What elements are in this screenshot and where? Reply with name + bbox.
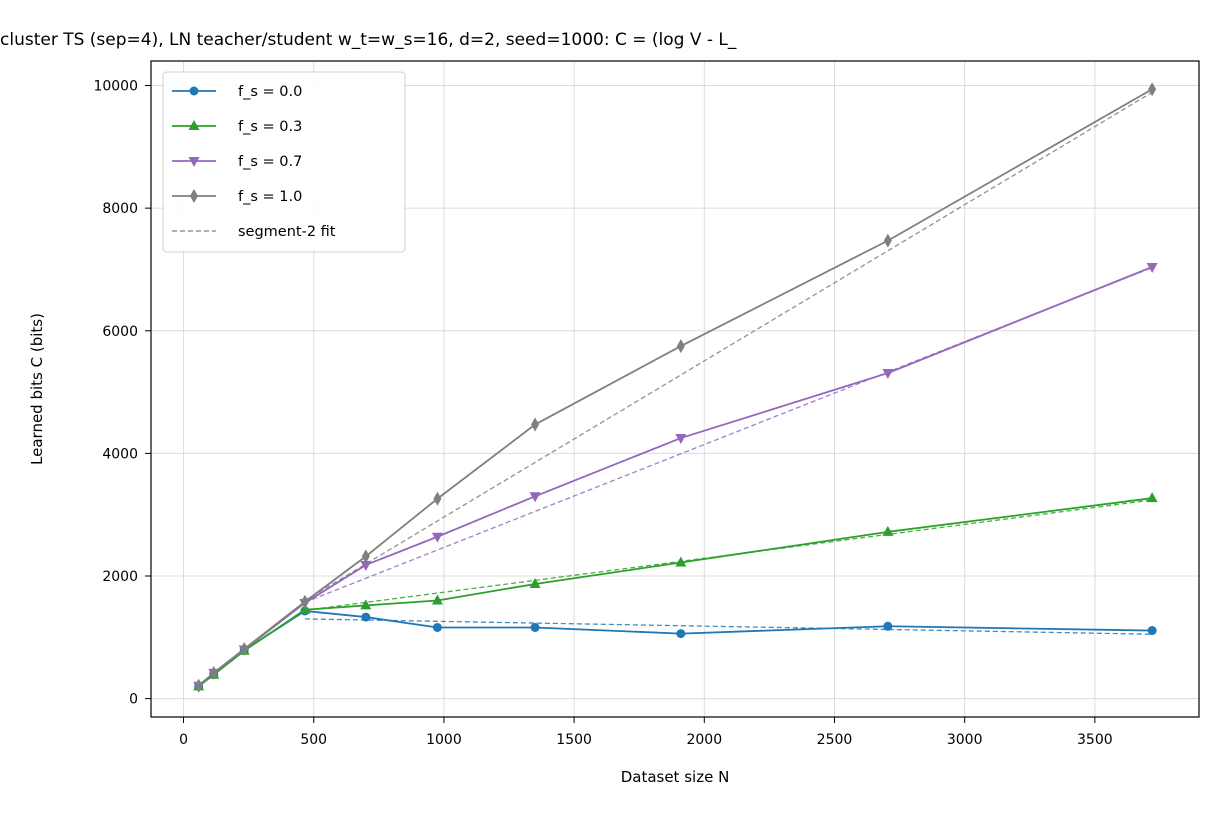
segment-2-fit-line bbox=[304, 91, 1153, 602]
data-point bbox=[676, 339, 685, 354]
data-point bbox=[675, 434, 687, 445]
axis-ticks: 0 500 1000 1500 2000 2500 3000 3500 0 2000 4000 600… bbox=[93, 79, 1112, 748]
data-point bbox=[531, 417, 540, 432]
data-point bbox=[188, 157, 200, 167]
data-point bbox=[194, 678, 203, 693]
data-point bbox=[431, 594, 443, 605]
data-point bbox=[188, 120, 200, 130]
legend-label: f_s = 0.7 bbox=[238, 154, 302, 170]
data-point bbox=[360, 560, 372, 571]
data-point bbox=[675, 556, 687, 567]
plot-frame bbox=[150, 60, 1200, 718]
y-tick-label: 4000 bbox=[102, 446, 138, 462]
data-point bbox=[882, 369, 894, 380]
legend-entry: f_s = 0.0 bbox=[172, 84, 302, 100]
data-point bbox=[189, 86, 199, 96]
data-point bbox=[1147, 626, 1157, 636]
segment-2-fit-line bbox=[304, 618, 1153, 635]
data-point bbox=[882, 525, 894, 536]
y-tick-label: 8000 bbox=[102, 201, 138, 217]
data-point bbox=[361, 612, 371, 622]
data-point bbox=[883, 621, 893, 631]
series-line bbox=[198, 497, 1153, 688]
x-tick-label: 2500 bbox=[817, 732, 853, 748]
series-line bbox=[198, 266, 1153, 687]
legend-entry: f_s = 1.0 bbox=[172, 189, 302, 205]
data-point bbox=[529, 492, 541, 503]
data-point bbox=[432, 622, 442, 632]
data-series bbox=[193, 82, 1158, 693]
legend-label: f_s = 0.3 bbox=[238, 119, 302, 135]
data-point bbox=[300, 594, 309, 609]
y-axis-label: Learned bits C (bits) bbox=[28, 313, 46, 465]
legend-label: f_s = 1.0 bbox=[238, 189, 302, 205]
series-f-s-0-3 bbox=[193, 492, 1158, 691]
x-tick-label: 1500 bbox=[556, 732, 592, 748]
data-point bbox=[431, 532, 443, 543]
legend-entry: segment-2 fit bbox=[172, 224, 336, 240]
legend-label: segment-2 fit bbox=[238, 224, 336, 240]
data-point bbox=[240, 641, 249, 656]
x-tick-label: 2000 bbox=[686, 732, 722, 748]
legend-label: f_s = 0.0 bbox=[238, 84, 302, 100]
y-tick-label: 6000 bbox=[102, 324, 138, 340]
x-axis-label: Dataset size N bbox=[621, 768, 730, 786]
y-tick-label: 10000 bbox=[93, 79, 138, 95]
legend: f_s = 0.0 f_s = 0.3 f_s = 0.7 f_s = 1.0 segm… bbox=[162, 71, 406, 253]
data-point bbox=[360, 599, 372, 610]
x-tick-label: 0 bbox=[179, 732, 188, 748]
series-line bbox=[198, 88, 1153, 687]
y-tick-label: 2000 bbox=[102, 569, 138, 585]
legend-frame bbox=[162, 71, 406, 253]
series-line bbox=[198, 610, 1153, 688]
x-tick-label: 1000 bbox=[426, 732, 462, 748]
legend-entry: f_s = 0.3 bbox=[172, 119, 302, 135]
data-point bbox=[883, 233, 892, 248]
data-point bbox=[433, 491, 442, 506]
data-point bbox=[1146, 492, 1158, 503]
data-point bbox=[529, 577, 541, 588]
data-point bbox=[530, 622, 540, 632]
legend-entry: f_s = 0.7 bbox=[172, 154, 302, 170]
x-tick-label: 3500 bbox=[1077, 732, 1113, 748]
y-tick-label: 0 bbox=[129, 692, 138, 708]
x-tick-label: 500 bbox=[300, 732, 327, 748]
fit-lines bbox=[304, 91, 1153, 635]
data-point bbox=[1146, 262, 1158, 273]
series-f-s-1-0 bbox=[194, 82, 1157, 693]
chart-title: cluster TS (sep=4), LN teacher/student w… bbox=[0, 30, 737, 50]
data-point bbox=[209, 665, 218, 680]
data-point bbox=[1148, 82, 1157, 97]
x-tick-label: 3000 bbox=[947, 732, 983, 748]
data-point bbox=[676, 629, 686, 639]
data-point bbox=[190, 189, 198, 203]
data-point bbox=[361, 549, 370, 564]
